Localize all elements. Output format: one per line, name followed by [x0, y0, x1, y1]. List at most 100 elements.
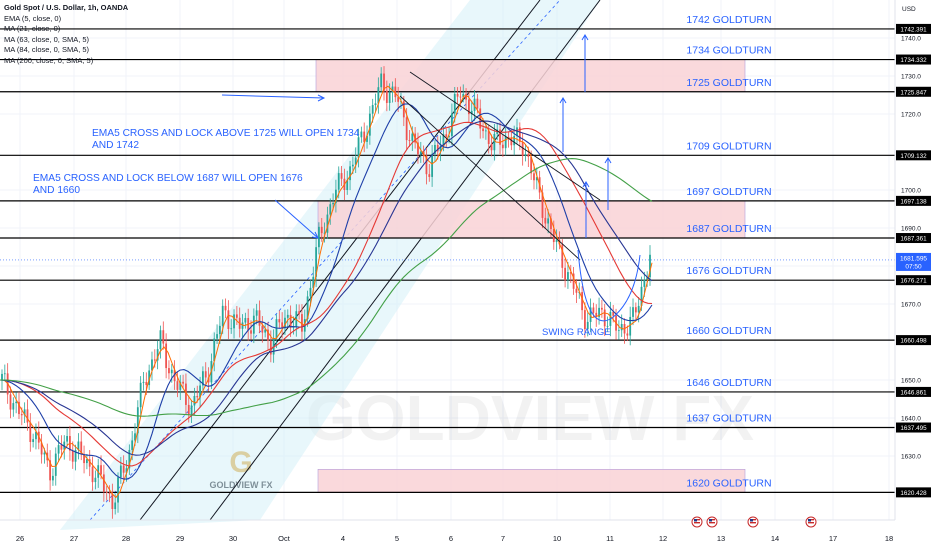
candle [9, 386, 12, 419]
candle-body [190, 405, 193, 415]
candle [286, 309, 289, 327]
candle-body [148, 370, 151, 386]
candle-body [380, 73, 383, 88]
target-arrowhead [559, 97, 567, 104]
candle-body [575, 288, 578, 293]
candle-body [153, 359, 156, 361]
candle-body [26, 409, 29, 423]
level-price-text: 1660.498 [900, 338, 927, 345]
candle [128, 444, 131, 475]
candle [383, 66, 385, 101]
level-price-box [896, 422, 931, 433]
candle-body [360, 131, 363, 138]
descending-channel-upper [409, 71, 601, 201]
candle [434, 140, 436, 162]
candle-body [139, 382, 142, 408]
candle [637, 297, 640, 323]
candle [617, 320, 620, 340]
legend-ma63[interactable]: MA (63, close, 0, SMA, 5) [4, 34, 90, 44]
candle-body [301, 314, 303, 332]
candle [142, 371, 145, 391]
candle-body [567, 272, 569, 281]
candle-body [77, 441, 80, 450]
candle [272, 329, 275, 363]
zone-rect [317, 468, 746, 493]
candle-body [134, 433, 136, 441]
candle-body [136, 407, 139, 434]
pointer-arrowhead-2 [311, 231, 319, 239]
candle-body [196, 396, 199, 398]
legend-ema5[interactable]: EMA (5, close, 0) [4, 13, 62, 23]
pointer-arrow-1 [221, 94, 325, 99]
annotation-ema5-above: EMA5 CROSS AND LOCK ABOVE 1725 WILL OPEN… [92, 128, 360, 151]
candle [119, 456, 122, 484]
ma21-line [0, 103, 653, 480]
level-label: 1742 GOLDTURN [686, 14, 771, 26]
candle-body [52, 475, 54, 481]
candle-body [442, 134, 445, 146]
candle-body [320, 226, 323, 234]
candle [368, 106, 371, 145]
watermark-text: GOLDVIEW FX [306, 382, 754, 454]
price-tick-label: 1740.0 [901, 36, 921, 43]
candle-body [233, 314, 235, 329]
candle-body [83, 454, 85, 464]
candle-body [15, 401, 18, 404]
candle-body [207, 377, 210, 383]
candle [402, 95, 405, 127]
legend-ma21[interactable]: MA (21, close, 0) [4, 24, 61, 33]
candle-body [555, 239, 558, 243]
candle-body [250, 330, 252, 334]
candle [490, 134, 493, 157]
candle [52, 468, 54, 486]
candle-body [318, 226, 320, 248]
candle [564, 258, 567, 288]
candle [182, 374, 185, 389]
candle [510, 129, 513, 151]
candle [40, 434, 43, 464]
candle [419, 141, 422, 163]
level-price-text: 1697.138 [900, 198, 927, 205]
supply-demand-zones [315, 59, 746, 493]
candle-body [173, 369, 176, 382]
legend-ma84[interactable]: MA (84, close, 0, SMA, 5) [4, 45, 90, 54]
candle-body [371, 105, 374, 114]
time-tick-label: 18 [885, 534, 893, 543]
candle-body [632, 307, 634, 317]
candle [385, 80, 388, 112]
candle [179, 375, 182, 401]
candle-body [23, 409, 26, 416]
candle [499, 122, 501, 155]
candle [49, 450, 52, 491]
level-price-text: 1637.495 [900, 425, 927, 432]
candle-body [521, 141, 524, 156]
candle-body [156, 349, 159, 361]
candle-body [315, 247, 317, 277]
legend-symbol[interactable]: Gold Spot / U.S. Dollar, 1h, OANDA [4, 3, 129, 12]
target-arrowhead [582, 181, 590, 188]
annotations: EMA5 CROSS AND LOCK ABOVE 1725 WILL OPEN… [33, 128, 611, 338]
candle [224, 298, 227, 319]
candle [575, 278, 578, 304]
candle-body [12, 403, 15, 410]
candle [278, 310, 281, 328]
flag-canton [694, 519, 697, 522]
candle-body [94, 477, 97, 483]
candle [23, 402, 26, 424]
candle [148, 364, 151, 390]
candle [377, 77, 380, 114]
candle-body [504, 136, 507, 149]
candle-body [487, 130, 490, 145]
candle-body [617, 330, 620, 332]
candle-body [60, 445, 63, 450]
candle-body [323, 232, 326, 234]
pointer-arrow-2 [274, 199, 319, 239]
candle-body [405, 117, 408, 141]
level-label: 1646 GOLDTURN [686, 377, 771, 389]
level-price-text: 1725.847 [900, 89, 927, 96]
candle-body [383, 73, 385, 91]
candle [326, 206, 329, 239]
candle [470, 100, 473, 122]
legend-ma200[interactable]: MA (200, close, 0, SMA, 5) [4, 55, 94, 65]
